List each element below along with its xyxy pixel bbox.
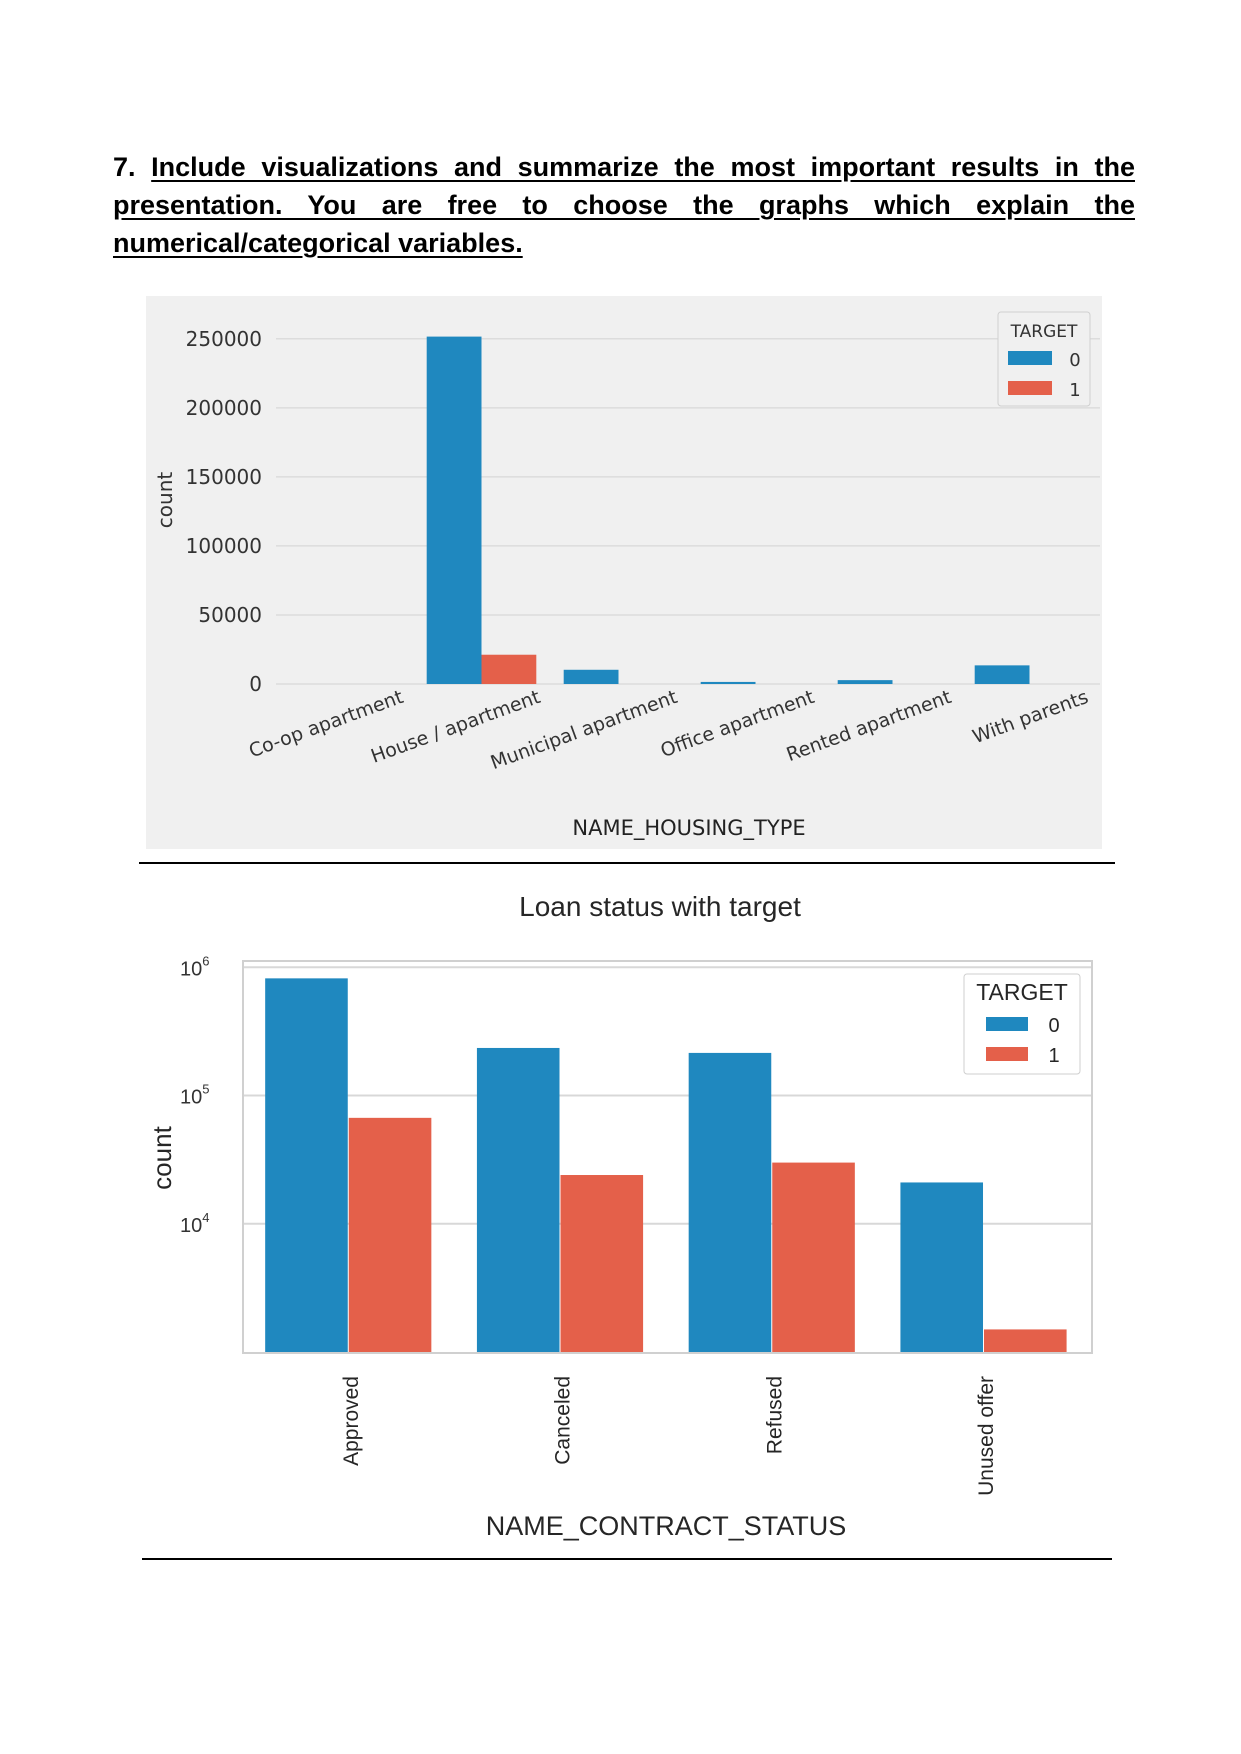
chart1-legend-swatch-0 [1008, 351, 1052, 365]
chart1-bar [837, 680, 893, 684]
chart1-y-tick-label: 150000 [186, 465, 262, 489]
chart1-x-axis-label: NAME_HOUSING_TYPE [572, 816, 805, 841]
chart1-bar [700, 681, 756, 684]
chart1-bar [974, 665, 1030, 684]
chart1-y-tick-label: 100000 [186, 534, 262, 558]
divider-2 [142, 1558, 1112, 1560]
chart1-bar [426, 336, 482, 684]
section-text: Include visualizations and summarize the… [113, 152, 1135, 258]
chart1-legend-label-0: 0 [1069, 350, 1080, 371]
section-number: 7. [113, 152, 136, 182]
chart1-y-tick-label: 200000 [186, 396, 262, 420]
chart1-bar [563, 669, 619, 684]
chart1-legend: TARGET 0 1 [997, 311, 1091, 407]
chart1-y-tick-label: 0 [249, 672, 262, 696]
chart1-bar [481, 654, 537, 684]
chart1-background [146, 296, 1102, 849]
chart1-y-tick-label: 50000 [198, 603, 262, 627]
chart1-legend-swatch-1 [1008, 381, 1052, 395]
chart1-legend-label-1: 1 [1069, 380, 1080, 401]
chart1-y-axis-label: count [153, 472, 177, 529]
divider-1 [139, 862, 1115, 864]
chart1-legend-title: TARGET [1010, 322, 1078, 342]
section-heading: 7. Include visualizations and summarize … [113, 148, 1135, 262]
chart1-y-tick-label: 250000 [186, 327, 262, 351]
